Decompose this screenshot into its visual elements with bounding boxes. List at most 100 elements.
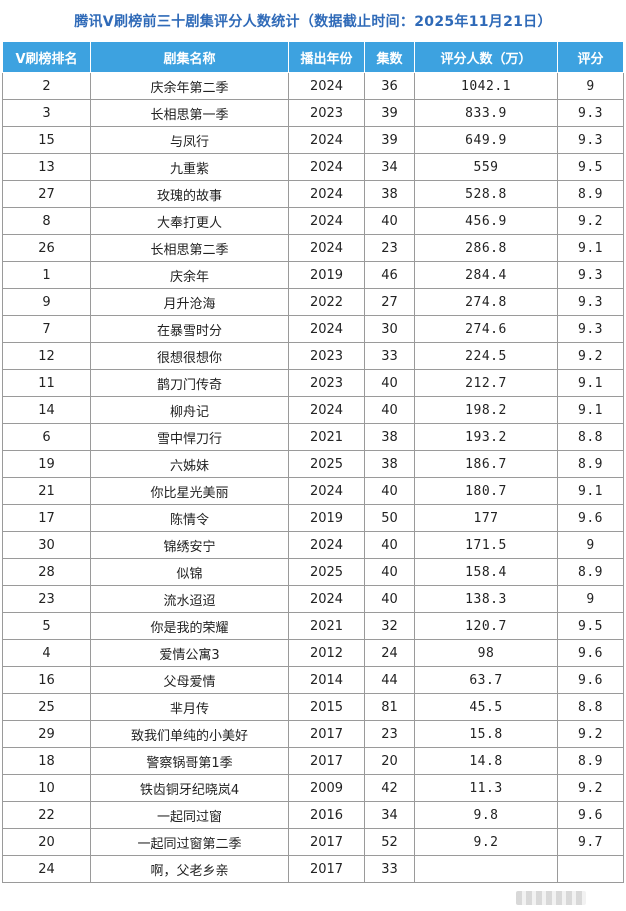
cell-name: 鹊刀门传奇	[90, 369, 289, 397]
cell-raters: 9.2	[414, 828, 558, 856]
cell-raters: 284.4	[414, 261, 558, 289]
cell-raters: 186.7	[414, 450, 558, 478]
stats-table: V刷榜排名 剧集名称 播出年份 集数 评分人数（万） 评分 2 庆余年第二季 202…	[2, 41, 624, 883]
cell-score: 9.5	[557, 153, 624, 181]
cell-name: 一起同过窗第二季	[90, 828, 289, 856]
cell-episodes: 33	[364, 855, 415, 883]
cell-year: 2017	[288, 828, 365, 856]
cell-episodes: 40	[364, 396, 415, 424]
cell-year: 2024	[288, 207, 365, 235]
cell-score: 9.1	[557, 396, 624, 424]
cell-raters: 224.5	[414, 342, 558, 370]
cell-score: 9	[557, 72, 624, 100]
cell-rank: 7	[2, 315, 91, 343]
cell-raters: 528.8	[414, 180, 558, 208]
cell-rank: 10	[2, 774, 91, 802]
cell-raters: 180.7	[414, 477, 558, 505]
cell-rank: 19	[2, 450, 91, 478]
cell-episodes: 27	[364, 288, 415, 316]
cell-raters: 138.3	[414, 585, 558, 613]
cell-raters: 286.8	[414, 234, 558, 262]
cell-episodes: 24	[364, 639, 415, 667]
cell-year: 2016	[288, 801, 365, 829]
header-score: 评分	[557, 41, 624, 73]
cell-rank: 16	[2, 666, 91, 694]
cell-raters: 177	[414, 504, 558, 532]
table-row: 2 庆余年第二季 2024 36 1042.1 9	[2, 72, 624, 100]
cell-raters: 9.8	[414, 801, 558, 829]
table-row: 26 长相思第二季 2024 23 286.8 9.1	[2, 234, 624, 262]
cell-raters: 274.8	[414, 288, 558, 316]
cell-episodes: 20	[364, 747, 415, 775]
cell-name: 九重紫	[90, 153, 289, 181]
cell-score: 8.8	[557, 693, 624, 721]
cell-score: 9.3	[557, 99, 624, 127]
table-row: 13 九重紫 2024 34 559 9.5	[2, 153, 624, 181]
cell-year: 2023	[288, 99, 365, 127]
cell-name: 锦绣安宁	[90, 531, 289, 559]
cell-episodes: 40	[364, 558, 415, 586]
cell-year: 2024	[288, 531, 365, 559]
cell-episodes: 40	[364, 477, 415, 505]
cell-name: 铁齿铜牙纪晓岚4	[90, 774, 289, 802]
cell-rank: 28	[2, 558, 91, 586]
cell-name: 陈情令	[90, 504, 289, 532]
cell-raters: 45.5	[414, 693, 558, 721]
cell-year: 2024	[288, 396, 365, 424]
cell-name: 长相思第二季	[90, 234, 289, 262]
cell-score: 9.1	[557, 369, 624, 397]
cell-year: 2024	[288, 477, 365, 505]
cell-episodes: 40	[364, 207, 415, 235]
cell-raters: 63.7	[414, 666, 558, 694]
cell-name: 与凤行	[90, 126, 289, 154]
cell-year: 2023	[288, 342, 365, 370]
cell-rank: 13	[2, 153, 91, 181]
cell-episodes: 33	[364, 342, 415, 370]
cell-name: 长相思第一季	[90, 99, 289, 127]
cell-rank: 5	[2, 612, 91, 640]
cell-episodes: 34	[364, 801, 415, 829]
table-row: 14 柳舟记 2024 40 198.2 9.1	[2, 396, 624, 424]
cell-episodes: 46	[364, 261, 415, 289]
cell-name: 你比星光美丽	[90, 477, 289, 505]
table-row: 30 锦绣安宁 2024 40 171.5 9	[2, 531, 624, 559]
cell-year: 2019	[288, 261, 365, 289]
table-row: 1 庆余年 2019 46 284.4 9.3	[2, 261, 624, 289]
table-row: 25 芈月传 2015 81 45.5 8.8	[2, 693, 624, 721]
cell-episodes: 44	[364, 666, 415, 694]
table-row: 17 陈情令 2019 50 177 9.6	[2, 504, 624, 532]
table-body: 2 庆余年第二季 2024 36 1042.1 9 3 长相思第一季 2023 39 833.9 9.…	[2, 72, 624, 883]
cell-raters: 649.9	[414, 126, 558, 154]
page-title: 腾讯V刷榜前三十剧集评分人数统计（数据截止时间：2025年11月21日）	[74, 13, 552, 30]
cell-score: 9.3	[557, 288, 624, 316]
cell-raters: 212.7	[414, 369, 558, 397]
cell-year: 2024	[288, 315, 365, 343]
table-row: 7 在暴雪时分 2024 30 274.6 9.3	[2, 315, 624, 343]
cell-year: 2009	[288, 774, 365, 802]
table-row: 6 雪中悍刀行 2021 38 193.2 8.8	[2, 423, 624, 451]
cell-year: 2021	[288, 423, 365, 451]
cell-raters	[414, 855, 558, 883]
cell-raters: 198.2	[414, 396, 558, 424]
cell-name: 柳舟记	[90, 396, 289, 424]
cell-score: 9.2	[557, 207, 624, 235]
cell-rank: 12	[2, 342, 91, 370]
cell-raters: 158.4	[414, 558, 558, 586]
cell-score: 9.1	[557, 234, 624, 262]
cell-year: 2015	[288, 693, 365, 721]
cell-episodes: 34	[364, 153, 415, 181]
cell-episodes: 40	[364, 531, 415, 559]
cell-name: 你是我的荣耀	[90, 612, 289, 640]
cell-episodes: 23	[364, 234, 415, 262]
cell-year: 2025	[288, 558, 365, 586]
cell-episodes: 38	[364, 180, 415, 208]
cell-year: 2017	[288, 720, 365, 748]
cell-rank: 14	[2, 396, 91, 424]
cell-episodes: 23	[364, 720, 415, 748]
cell-score: 9.6	[557, 639, 624, 667]
table-row: 16 父母爱情 2014 44 63.7 9.6	[2, 666, 624, 694]
cell-raters: 120.7	[414, 612, 558, 640]
cell-raters: 1042.1	[414, 72, 558, 100]
header-raters: 评分人数（万）	[414, 41, 558, 73]
cell-name: 父母爱情	[90, 666, 289, 694]
